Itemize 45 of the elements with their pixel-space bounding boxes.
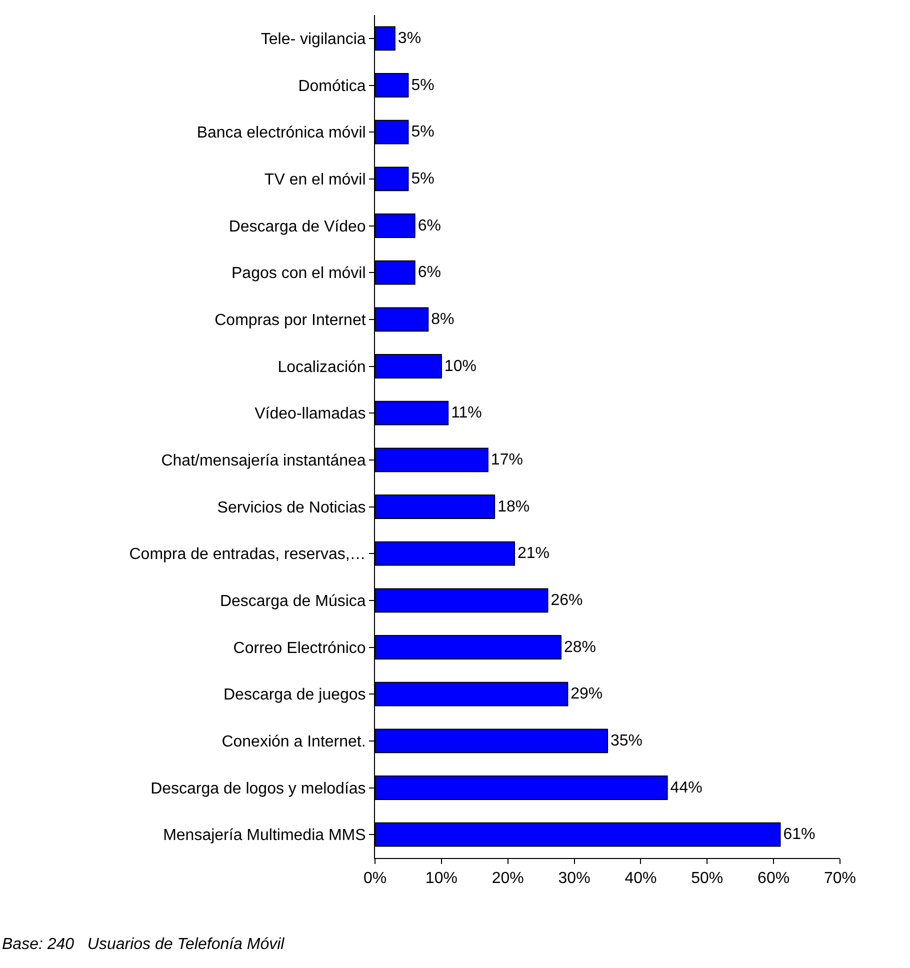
x-tick-label: 10% [425,870,458,888]
data-label: 10% [444,358,476,375]
y-tick-label: Compra de entradas, reservas,… [129,546,366,564]
data-label: 17% [490,451,523,468]
x-tick-label: 50% [691,870,724,888]
data-label: 35% [610,732,643,750]
data-label: 3% [398,30,422,47]
data-label: 5% [411,170,434,188]
x-tick-label: 30% [558,870,590,888]
y-tick-label: Correo Electrónico [233,640,366,657]
text: Base: 240 Usuarios de Telefonía Móvil [2,936,285,953]
y-tick-label: Descarga de juegos [223,686,366,704]
x-tick-label: 70% [824,870,856,888]
y-tick-label: Banca electrónica móvil [196,124,366,142]
y-tick-label: Mensajería Multimedia MMS [163,827,366,844]
data-label: 21% [518,545,550,562]
y-tick-label: Pagos con el móvil [232,265,366,282]
data-label: 8% [431,310,454,328]
y-tick-label: TV en el móvil [264,172,366,189]
y-tick-label: Localización [278,358,366,376]
data-label: 18% [498,498,530,516]
x-tick-label: 0% [363,870,387,888]
data-label: 61% [783,826,816,844]
y-tick-label: Servicios de Noticias [217,499,366,516]
y-tick-label: Compras por Internet [214,312,366,330]
data-label: 5% [411,124,434,141]
y-tick-label: Tele- vigilancia [260,31,366,48]
data-label: 29% [570,686,603,703]
data-label: 11% [451,404,482,422]
data-label: 6% [418,217,441,234]
y-tick-label: Descarga de Vídeo [228,218,366,236]
y-tick-label: Chat/mensajería instantánea [161,452,366,470]
y-tick-label: Descarga de logos y melodías [150,780,366,798]
data-label: 6% [418,264,441,282]
data-label: 44% [670,779,702,796]
y-tick-label: Domótica [298,78,366,95]
x-tick-label: 60% [758,870,790,888]
y-tick-label: Conexión a Internet. [222,734,366,751]
x-tick-label: 20% [492,870,524,888]
data-label: 28% [564,638,596,656]
y-tick-label: Descarga de Música [220,593,366,610]
y-tick-label: Vídeo-llamadas [254,406,366,423]
data-label: 5% [411,76,434,94]
x-tick-label: 40% [624,870,657,888]
data-label: 26% [550,592,583,609]
